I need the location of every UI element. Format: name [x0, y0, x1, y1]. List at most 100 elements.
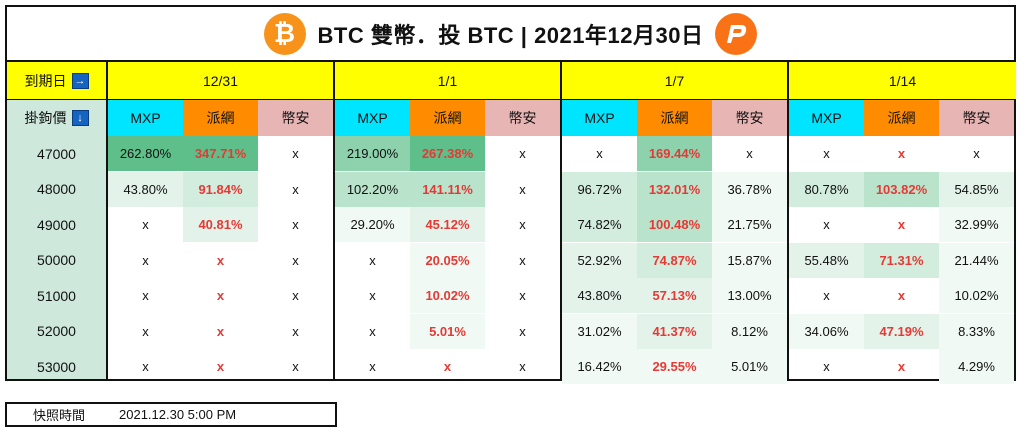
rate-cell: x: [897, 146, 906, 161]
provider-header-mxp: MXP: [789, 100, 864, 136]
rate-cell: 71.31%: [864, 242, 939, 278]
rate-cell: x: [519, 181, 526, 197]
expiry-header: 到期日 →: [7, 62, 106, 100]
rate-cell: x: [369, 359, 376, 374]
rate-cell: 43.80%: [562, 278, 637, 313]
rate-cell: 21.44%: [939, 242, 1014, 278]
rate-cell: 16.42%: [562, 349, 637, 384]
page-title: BTC 雙幣．投 BTC | 2021年12月30日: [317, 22, 704, 48]
strike-price-cell: 49000: [37, 216, 76, 233]
rate-cell: 219.00%: [335, 136, 410, 171]
pionex-logo-icon: [715, 12, 758, 55]
rate-cell: 55.48%: [789, 242, 864, 278]
rate-cell: x: [897, 217, 906, 232]
rate-cell: 74.82%: [562, 207, 637, 242]
rate-cell: x: [142, 288, 149, 303]
rate-cell: 21.75%: [712, 207, 787, 242]
rate-cell: x: [292, 252, 299, 268]
rate-cell: x: [292, 217, 299, 232]
arrow-down-icon: ↓: [71, 110, 89, 126]
provider-header-bi: 幣安: [258, 100, 333, 136]
rate-cell: 34.06%: [789, 313, 864, 349]
rate-cell: 57.13%: [637, 278, 712, 313]
rate-cell: x: [519, 217, 526, 232]
rate-cell: x: [823, 217, 830, 232]
rate-cell: 13.00%: [712, 278, 787, 313]
row-header-column: 到期日 → 掛鉤價 ↓ 47000 48000 49000 50000 51000 520…: [7, 62, 108, 379]
expiry-group: 1/1 MXP 派網 幣安 219.00% 267.38% x 102.20% 141.11% x…: [335, 62, 562, 379]
rate-cell: x: [897, 359, 906, 374]
rate-cell: x: [596, 146, 603, 161]
provider-header-bi: 幣安: [712, 100, 787, 136]
rate-cell: 103.82%: [864, 171, 939, 207]
rate-cell: x: [142, 252, 149, 268]
rate-cell: 40.81%: [183, 207, 258, 242]
rate-cell: x: [292, 146, 299, 161]
expiry-date: 1/14: [789, 62, 1016, 100]
rate-cell: 91.84%: [183, 171, 258, 207]
rate-cell: x: [292, 181, 299, 197]
rate-cell: 8.33%: [939, 313, 1014, 349]
rate-cell: x: [973, 146, 980, 161]
rate-cell: 132.01%: [637, 171, 712, 207]
rate-cell: 80.78%: [789, 171, 864, 207]
snapshot-label: 快照時間: [33, 408, 86, 423]
rate-cell: 15.87%: [712, 242, 787, 278]
rate-cell: x: [519, 146, 526, 161]
provider-header-pai: 派網: [410, 100, 485, 136]
rate-cell: 43.80%: [108, 171, 183, 207]
rate-cell: x: [369, 323, 376, 339]
rate-cell: x: [216, 359, 225, 374]
rate-cell: 10.02%: [939, 278, 1014, 313]
strike-header: 掛鉤價 ↓: [7, 100, 106, 136]
strike-label: 掛鉤價: [24, 110, 67, 126]
rate-cell: x: [519, 359, 526, 374]
strike-price-cell: 51000: [37, 287, 76, 304]
rate-cell: 31.02%: [562, 313, 637, 349]
rate-cell: x: [823, 288, 830, 303]
rate-cell: 45.12%: [410, 207, 485, 242]
arrow-right-icon: →: [71, 72, 89, 89]
rate-cell: x: [142, 217, 149, 232]
rate-cell: x: [292, 359, 299, 374]
rate-cell: x: [216, 288, 225, 303]
provider-header-bi: 幣安: [485, 100, 560, 136]
rate-cell: x: [369, 288, 376, 303]
rate-cell: 4.29%: [939, 349, 1014, 384]
strike-price-cell: 47000: [37, 145, 76, 162]
rate-cell: 74.87%: [637, 242, 712, 278]
rate-cell: 10.02%: [410, 278, 485, 313]
snapshot-value: 2021.12.30 5:00 PM: [119, 407, 237, 422]
provider-header-pai: 派網: [637, 100, 712, 136]
rate-cell: x: [216, 323, 225, 339]
bitcoin-logo-icon: ₿: [263, 12, 306, 55]
provider-header-bi: 幣安: [939, 100, 1014, 136]
rate-cell: 52.92%: [562, 242, 637, 278]
provider-header-mxp: MXP: [335, 100, 410, 136]
rate-cell: 267.38%: [410, 136, 485, 171]
provider-header-pai: 派網: [183, 100, 258, 136]
rate-cell: x: [823, 146, 830, 161]
rate-cell: x: [519, 252, 526, 268]
rate-cell: 32.99%: [939, 207, 1014, 242]
expiry-date: 1/1: [335, 62, 560, 100]
expiry-label: 到期日: [24, 72, 67, 89]
title-bar: ₿ BTC 雙幣．投 BTC | 2021年12月30日: [7, 7, 1014, 62]
rate-cell: 20.05%: [410, 242, 485, 278]
rate-cell: 8.12%: [712, 313, 787, 349]
provider-header-mxp: MXP: [562, 100, 637, 136]
expiry-group: 1/14 MXP 派網 幣安 x x x 80.78% 103.82% 54.85% x x 32.99…: [789, 62, 1016, 384]
rate-cell: 29.55%: [637, 349, 712, 384]
rate-cell: 5.01%: [410, 313, 485, 349]
rates-table-frame: ₿ BTC 雙幣．投 BTC | 2021年12月30日 到期日 → 掛鉤價 ↓…: [5, 5, 1016, 384]
rate-cell: x: [292, 323, 299, 339]
rate-cell: 36.78%: [712, 171, 787, 207]
rate-cell: 41.37%: [637, 313, 712, 349]
provider-header-mxp: MXP: [108, 100, 183, 136]
rate-cell: x: [142, 359, 149, 374]
rate-cell: x: [519, 323, 526, 339]
rate-cell: 169.44%: [637, 136, 712, 171]
rate-cell: 29.20%: [335, 207, 410, 242]
rate-cell: x: [519, 288, 526, 303]
strike-price-cell: 53000: [37, 358, 76, 375]
